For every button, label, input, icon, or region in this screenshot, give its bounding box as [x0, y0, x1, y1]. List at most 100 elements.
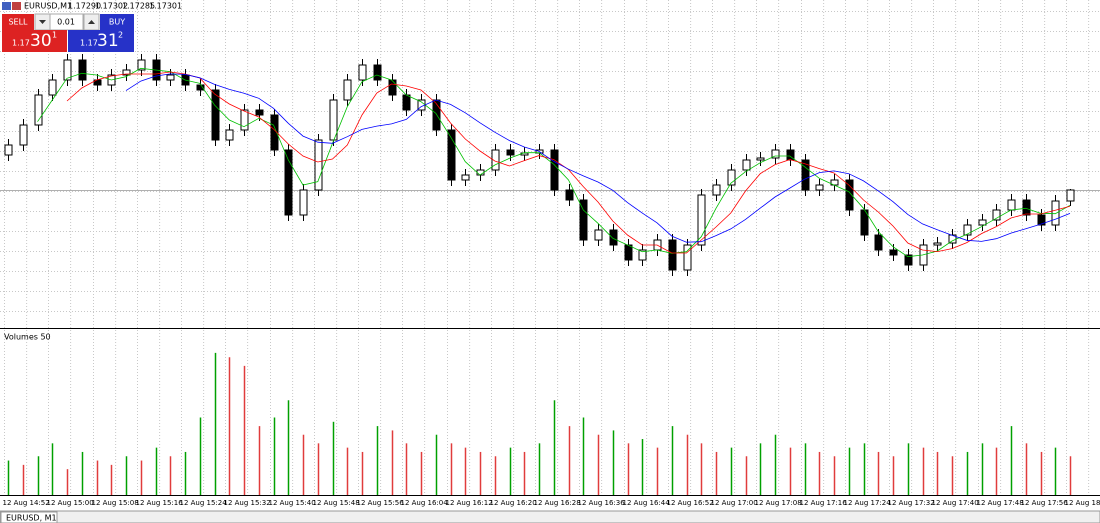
plot — [0, 54, 1100, 495]
x-tick-label: 12 Aug 17:56 — [1021, 499, 1069, 507]
candle-body — [638, 249, 647, 261]
candle-body — [742, 159, 751, 171]
x-tick-label: 12 Aug 17:08 — [755, 499, 802, 507]
x-tick-label: 12 Aug 17:24 — [844, 499, 892, 507]
symbol-icon — [2, 2, 11, 10]
candle-body — [388, 79, 397, 96]
candle-body — [963, 224, 972, 236]
sell-fraction: 1 — [52, 31, 57, 40]
candle-body — [506, 149, 515, 156]
candle-body — [624, 244, 633, 261]
candle-body — [314, 139, 323, 191]
candle-body — [668, 239, 677, 271]
buy-fraction: 2 — [118, 31, 123, 40]
candle-body — [712, 184, 721, 196]
header: EURUSD,M1 1.17290 1.17302 1.17285 1.1730… — [2, 2, 182, 11]
candle-body — [284, 149, 293, 216]
candle-body — [889, 249, 898, 256]
candle-body — [34, 94, 43, 126]
x-tick-label: 12 Aug 16:12 — [446, 499, 493, 507]
ohlc-high: 1.17302 — [95, 2, 128, 11]
candle-body — [4, 144, 13, 156]
candle-body — [594, 229, 603, 241]
moving-average — [125, 73, 1071, 243]
candle-body — [255, 109, 264, 116]
candle-body — [358, 64, 367, 81]
candle-body — [845, 179, 854, 211]
candle-body — [63, 59, 72, 81]
x-tick-label: 12 Aug 18:04 — [1065, 499, 1100, 507]
up-arrow — [88, 20, 95, 24]
lot: 0.01 — [57, 18, 75, 27]
candle-body — [727, 169, 736, 186]
candle-body — [447, 129, 456, 181]
tab[interactable] — [0, 511, 58, 523]
sell-button[interactable] — [2, 14, 34, 30]
candle-body — [211, 89, 220, 141]
sell-price-box[interactable] — [2, 30, 67, 52]
candle-body — [579, 199, 588, 241]
x-tick-label: 12 Aug 16:36 — [578, 499, 626, 507]
candle-body — [461, 174, 470, 181]
candle-body — [550, 149, 559, 191]
candle-body — [78, 59, 87, 81]
candle-body — [992, 209, 1001, 221]
candle-body — [402, 94, 411, 111]
candle-body — [48, 79, 57, 96]
candle-body — [565, 189, 574, 201]
buy-price-box[interactable] — [68, 30, 134, 52]
candle-body — [683, 244, 692, 271]
x-tick-label: 12 Aug 15:56 — [357, 499, 405, 507]
candle-body — [225, 129, 234, 141]
moving-average — [37, 67, 1071, 258]
x-tick-label: 12 Aug 15:00 — [47, 499, 94, 507]
candle-body — [609, 229, 618, 246]
candle-body — [815, 184, 824, 191]
x-tick-label: 12 Aug 15:24 — [180, 499, 228, 507]
candle-body — [270, 114, 279, 151]
candle-body — [904, 254, 913, 266]
x-tick-label: 12 Aug 17:48 — [977, 499, 1024, 507]
sell-label: SELL — [8, 18, 28, 27]
x-tick-label: 12 Aug 14:52 — [3, 499, 50, 507]
x-tick-label: 12 Aug 17:16 — [800, 499, 848, 507]
x-tick-label: 12 Aug 17:40 — [932, 499, 979, 507]
candle-body — [1066, 189, 1075, 202]
symbol-icon — [12, 2, 21, 10]
candle-body — [491, 149, 500, 171]
candle-body — [1022, 199, 1031, 216]
x-tick-label: 12 Aug 15:32 — [224, 499, 271, 507]
candle-body — [874, 234, 883, 251]
x-tick-label: 12 Aug 17:32 — [888, 499, 935, 507]
candle-body — [19, 124, 28, 146]
candle-body — [240, 109, 249, 131]
candle-body — [373, 64, 382, 81]
candle-body — [1051, 200, 1060, 226]
buy-big-figure: 1.17 — [80, 39, 98, 48]
tab-label: EURUSD, M1 — [6, 514, 57, 523]
trade-panel: SELL 0.01 BUY 1.17 30 1 1.17 31 2 — [2, 13, 134, 52]
candle-body — [978, 219, 987, 226]
candle-body — [771, 149, 780, 159]
buy-label: BUY — [109, 18, 125, 27]
buy-pips: 31 — [97, 31, 119, 51]
tab-bar — [0, 510, 1100, 523]
x-tick-label: 12 Aug 16:28 — [534, 499, 581, 507]
candle-body — [137, 59, 146, 71]
x-tick-label: 12 Aug 16:20 — [490, 499, 537, 507]
ohlc-open: 1.17290 — [68, 2, 101, 11]
candle-body — [166, 74, 175, 81]
x-tick-label: 12 Aug 17:00 — [711, 499, 758, 507]
x-tick-label: 12 Aug 15:48 — [313, 499, 360, 507]
x-tick-label: 12 Aug 16:52 — [667, 499, 714, 507]
symbol: EURUSD,M1 — [24, 2, 72, 11]
x-tick-label: 12 Aug 15:16 — [136, 499, 184, 507]
ohlc-low: 1.17285 — [122, 2, 155, 11]
buy-button[interactable] — [100, 14, 134, 30]
down-arrow — [39, 20, 46, 24]
sell-pips: 30 — [30, 31, 52, 51]
candle-body — [697, 194, 706, 246]
candle-body — [756, 157, 765, 161]
